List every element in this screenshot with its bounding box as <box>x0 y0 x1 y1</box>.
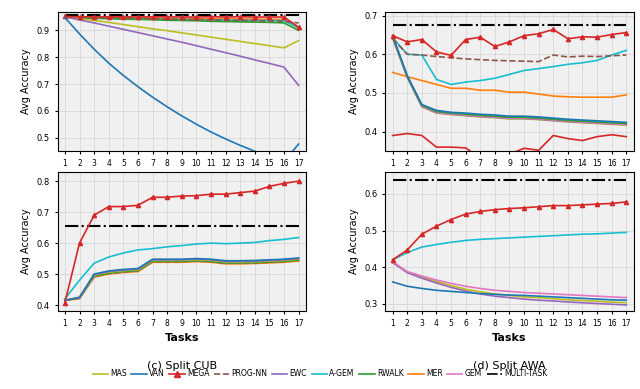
Title: (d) Split AWA: (d) Split AWA <box>473 361 546 371</box>
Y-axis label: Avg Accuracy: Avg Accuracy <box>21 49 31 114</box>
X-axis label: Tasks: Tasks <box>492 333 527 343</box>
Y-axis label: Avg Accuracy: Avg Accuracy <box>349 49 359 114</box>
X-axis label: Tasks: Tasks <box>164 173 199 183</box>
Y-axis label: Avg Accuracy: Avg Accuracy <box>349 209 359 274</box>
X-axis label: Tasks: Tasks <box>164 333 199 343</box>
X-axis label: Tasks: Tasks <box>492 173 527 183</box>
Legend: MAS, VAN, MEGA, PROG-NN, EWC, A-GEM, RWALK, MER, GEM, MULTI-TASK: MAS, VAN, MEGA, PROG-NN, EWC, A-GEM, RWA… <box>90 366 550 381</box>
Title: (a) Permuted MNIST: (a) Permuted MNIST <box>126 201 237 211</box>
Y-axis label: Avg Accuracy: Avg Accuracy <box>21 209 31 274</box>
Title: (b) Split CIFAR: (b) Split CIFAR <box>470 201 549 211</box>
Title: (c) Split CUB: (c) Split CUB <box>147 361 217 371</box>
